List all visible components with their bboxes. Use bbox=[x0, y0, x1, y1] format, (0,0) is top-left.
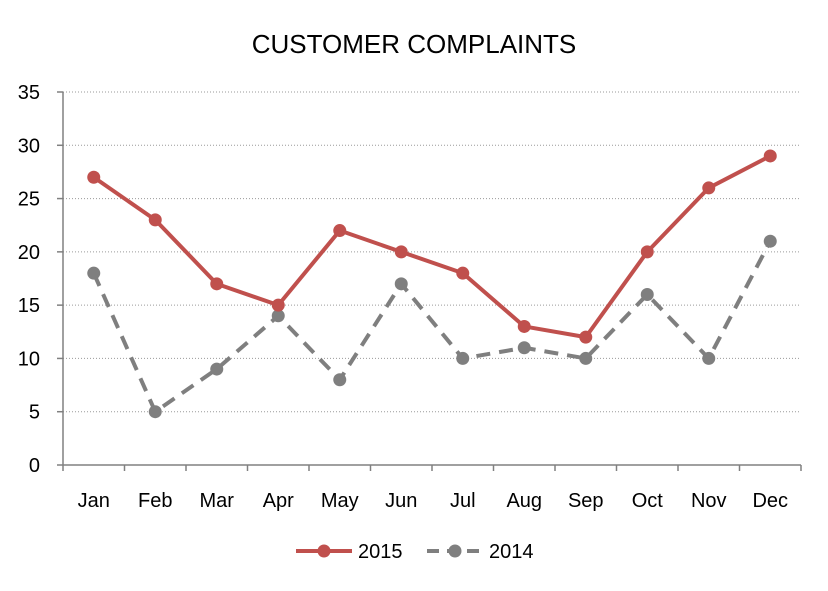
data-point-2014 bbox=[640, 287, 654, 301]
legend-marker-2015 bbox=[317, 544, 331, 558]
x-tick-label: Sep bbox=[568, 490, 604, 512]
y-tick-label: 15 bbox=[18, 295, 40, 317]
data-point-2014 bbox=[517, 341, 531, 355]
x-tick-label: Jul bbox=[450, 490, 476, 512]
series-layer bbox=[87, 149, 777, 419]
data-point-2015 bbox=[579, 330, 593, 344]
x-tick-label: Apr bbox=[263, 490, 294, 512]
series-line-2015 bbox=[91, 153, 773, 340]
y-axis-ticks: 0 5 10 15 20 25 30 35 bbox=[18, 82, 63, 477]
y-tick-label: 35 bbox=[18, 82, 40, 104]
data-point-2015 bbox=[763, 149, 777, 163]
y-tick-label: 5 bbox=[29, 402, 40, 424]
data-point-2014 bbox=[210, 362, 224, 376]
y-tick-label: 30 bbox=[18, 135, 40, 157]
x-tick-label: Mar bbox=[200, 490, 235, 512]
data-point-2015 bbox=[456, 266, 470, 280]
data-point-2015 bbox=[210, 277, 224, 291]
x-tick-label: Jan bbox=[78, 490, 110, 512]
legend-label-2014: 2014 bbox=[489, 541, 534, 563]
y-tick-label: 10 bbox=[18, 348, 40, 370]
data-point-2015 bbox=[394, 245, 408, 259]
x-tick-label: Feb bbox=[138, 490, 172, 512]
axes bbox=[62, 92, 801, 466]
x-tick-label: Oct bbox=[632, 490, 664, 512]
data-point-2015 bbox=[702, 181, 716, 195]
series-line-2014 bbox=[91, 240, 773, 414]
y-tick-label: 0 bbox=[29, 455, 40, 477]
data-point-2014 bbox=[763, 234, 777, 248]
legend: 2015 2014 bbox=[296, 541, 534, 563]
data-point-2014 bbox=[394, 277, 408, 291]
y-tick-label: 20 bbox=[18, 242, 40, 264]
x-tick-label: Jun bbox=[385, 490, 417, 512]
data-point-2014 bbox=[148, 405, 162, 419]
x-axis-ticks: Jan Feb Mar Apr May Jun Jul Aug Sep Oct Nov Dec bbox=[62, 465, 802, 512]
x-tick-label: Aug bbox=[506, 490, 542, 512]
x-tick-label: Nov bbox=[691, 490, 727, 512]
gridlines bbox=[63, 91, 801, 413]
data-point-2014 bbox=[87, 266, 101, 280]
y-tick-label: 25 bbox=[18, 189, 40, 211]
data-point-2015 bbox=[87, 170, 101, 184]
data-point-2014 bbox=[333, 373, 347, 387]
data-point-2015 bbox=[148, 213, 162, 227]
x-tick-label: May bbox=[321, 490, 359, 512]
data-point-2014 bbox=[702, 351, 716, 365]
data-point-2014 bbox=[271, 309, 285, 323]
data-point-2015 bbox=[640, 245, 654, 259]
legend-marker-2014 bbox=[448, 544, 462, 558]
data-point-2015 bbox=[271, 298, 285, 312]
x-tick-label: Dec bbox=[752, 490, 788, 512]
legend-label-2015: 2015 bbox=[358, 541, 403, 563]
data-point-2015 bbox=[333, 224, 347, 238]
data-point-2015 bbox=[517, 319, 531, 333]
data-point-2014 bbox=[579, 351, 593, 365]
chart-title: CUSTOMER COMPLAINTS bbox=[252, 29, 577, 59]
data-point-2014 bbox=[456, 351, 470, 365]
